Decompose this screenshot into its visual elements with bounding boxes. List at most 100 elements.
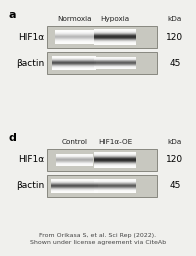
Text: From Orikasa S, et al. Sci Rep (2022).
Shown under license agreement via CiteAb: From Orikasa S, et al. Sci Rep (2022). S… [30,233,166,245]
Bar [94,31,136,32]
Bar [94,165,136,166]
Bar [56,156,93,157]
Text: HIF1α: HIF1α [18,155,44,165]
Bar [55,41,94,42]
Bar [94,33,136,34]
Bar [56,160,93,161]
Bar [94,155,136,156]
Bar [94,32,136,33]
Bar [47,26,157,48]
Bar [94,157,136,158]
Text: HIF1α: HIF1α [18,33,44,41]
Bar [55,30,94,31]
Bar [94,58,136,59]
Bar [51,185,98,186]
Bar [56,159,93,160]
Bar [55,35,94,36]
Bar [94,68,136,69]
Bar [53,57,96,58]
Text: kDa: kDa [168,16,182,22]
Bar [51,180,98,181]
Bar [94,40,136,41]
Bar [47,149,157,171]
Bar [56,155,93,156]
Bar [53,64,96,65]
Bar [56,162,93,163]
Bar [94,38,136,39]
Text: HIF1α-OE: HIF1α-OE [98,139,132,145]
Bar [55,34,94,35]
Text: a: a [8,10,15,20]
Bar [94,159,136,160]
Bar [53,56,96,57]
Bar [55,32,94,33]
Bar [53,69,96,70]
Bar [94,42,136,43]
Bar [94,192,136,193]
Bar [94,44,136,45]
Text: βactin: βactin [16,182,44,190]
Bar [94,60,136,61]
Bar [51,179,98,180]
Bar [94,61,136,62]
Bar [56,157,93,158]
Bar [53,58,96,59]
Bar [55,37,94,38]
Bar [94,187,136,188]
Bar [94,37,136,38]
Bar [94,184,136,185]
Bar [94,164,136,165]
Bar [94,179,136,180]
Bar [56,154,93,155]
Bar [55,36,94,37]
Text: kDa: kDa [168,139,182,145]
Text: Control: Control [62,139,87,145]
Bar [94,190,136,191]
Bar [94,189,136,190]
Bar [47,52,157,74]
Bar [53,60,96,61]
Bar [53,59,96,60]
Bar [53,63,96,64]
Bar [94,180,136,181]
Bar [53,61,96,62]
Bar [53,66,96,67]
Text: βactin: βactin [16,59,44,68]
Bar [94,191,136,192]
Bar [94,188,136,189]
Bar [94,167,136,168]
Bar [53,65,96,66]
Bar [94,153,136,154]
Bar [56,165,93,166]
Bar [51,181,98,182]
Bar [94,39,136,40]
Bar [51,189,98,190]
Bar [51,191,98,192]
Bar [94,59,136,60]
Bar [56,161,93,162]
Bar [94,43,136,44]
Bar [53,68,96,69]
Bar [94,41,136,42]
Bar [56,163,93,164]
Bar [94,57,136,58]
Bar [51,182,98,183]
Bar [94,62,136,63]
Bar [94,158,136,159]
Bar [55,39,94,40]
Bar [94,64,136,65]
Bar [51,192,98,193]
Bar [94,162,136,163]
Bar [94,35,136,36]
Text: 45: 45 [169,182,181,190]
Bar [51,186,98,187]
Bar [94,36,136,37]
Bar [94,66,136,67]
Bar [94,152,136,153]
Bar [55,31,94,32]
Bar [55,43,94,44]
Bar [51,187,98,188]
Bar [94,186,136,187]
Bar [94,161,136,162]
Text: 120: 120 [166,155,184,165]
